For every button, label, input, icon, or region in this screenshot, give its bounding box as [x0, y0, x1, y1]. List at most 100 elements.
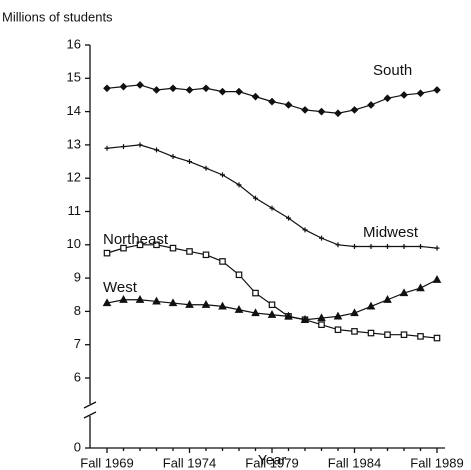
point	[152, 86, 161, 94]
point	[121, 144, 126, 150]
point	[187, 159, 192, 165]
series-label: Northeast	[103, 231, 169, 248]
point	[170, 154, 176, 160]
x-axis-label: Year	[258, 452, 287, 468]
point	[218, 87, 227, 96]
point	[284, 101, 293, 109]
point	[399, 288, 409, 297]
y-tick-label: 13	[67, 136, 81, 151]
point	[136, 81, 144, 89]
point	[335, 242, 341, 248]
point	[104, 145, 110, 151]
point	[203, 165, 209, 171]
point	[334, 109, 342, 118]
point	[202, 84, 210, 93]
point	[120, 244, 127, 252]
point	[300, 314, 310, 323]
point	[433, 86, 441, 94]
y-tick-label: 0	[74, 439, 81, 454]
point	[334, 326, 342, 334]
y-tick-label: 14	[67, 103, 81, 118]
point	[236, 182, 242, 188]
x-tick-label: Fall 1969	[80, 455, 133, 470]
point	[235, 87, 243, 96]
point	[135, 294, 145, 303]
point	[185, 299, 194, 308]
point	[251, 92, 260, 101]
x-tick-label: Fall 1979	[245, 455, 298, 470]
point	[301, 106, 309, 114]
point	[202, 251, 210, 259]
point	[350, 308, 359, 317]
point	[302, 227, 308, 233]
point	[185, 86, 194, 94]
point	[136, 241, 144, 249]
point	[119, 294, 128, 303]
point	[400, 331, 408, 339]
point	[333, 311, 343, 320]
point	[367, 101, 375, 109]
point	[317, 107, 326, 116]
point	[103, 249, 111, 257]
x-tick-label: Fall 1984	[328, 455, 381, 470]
point	[434, 245, 440, 251]
series-label: West	[103, 279, 138, 296]
point	[318, 321, 325, 329]
point	[269, 205, 275, 211]
point	[168, 298, 178, 307]
point	[252, 289, 259, 297]
point	[432, 275, 442, 283]
series-label: Midwest	[363, 224, 419, 241]
point	[384, 331, 391, 339]
series-line	[106, 244, 438, 339]
point	[385, 243, 390, 249]
point	[418, 243, 423, 249]
y-tick-label: 15	[67, 70, 81, 85]
point	[286, 215, 291, 221]
point	[152, 296, 161, 305]
y-axis-label: Millions of students	[2, 9, 113, 24]
point	[350, 106, 359, 114]
point	[352, 243, 357, 249]
series-label: South	[373, 62, 412, 79]
point	[401, 243, 407, 249]
point	[169, 244, 177, 252]
point	[201, 299, 211, 308]
y-tick-label: 12	[67, 170, 81, 185]
point	[368, 243, 374, 249]
point	[366, 301, 376, 310]
axis-break	[83, 401, 97, 419]
point	[383, 94, 392, 103]
y-tick-label: 16	[67, 36, 81, 51]
x-tick-label: Fall 1989	[410, 455, 463, 470]
point	[102, 298, 112, 307]
point	[186, 248, 193, 255]
point	[400, 91, 408, 99]
point	[351, 328, 358, 335]
point	[137, 142, 143, 148]
point	[416, 89, 425, 98]
point	[235, 271, 243, 279]
point	[416, 283, 425, 292]
y-tick-label: 10	[67, 236, 81, 251]
point	[433, 334, 441, 342]
point	[219, 258, 226, 265]
point	[153, 241, 160, 249]
point	[234, 304, 244, 313]
y-tick-label: 8	[74, 303, 81, 318]
point	[417, 333, 424, 340]
point	[169, 84, 177, 93]
point	[103, 84, 111, 93]
point	[268, 301, 276, 309]
x-tick-label: Fall 1974	[163, 455, 216, 470]
point	[267, 309, 277, 318]
y-tick-label: 6	[74, 369, 81, 384]
y-tick-label: 7	[74, 336, 81, 351]
point	[253, 195, 258, 201]
point	[383, 294, 392, 303]
point	[218, 301, 227, 310]
point	[284, 311, 293, 320]
point	[119, 82, 128, 91]
point	[251, 308, 260, 317]
